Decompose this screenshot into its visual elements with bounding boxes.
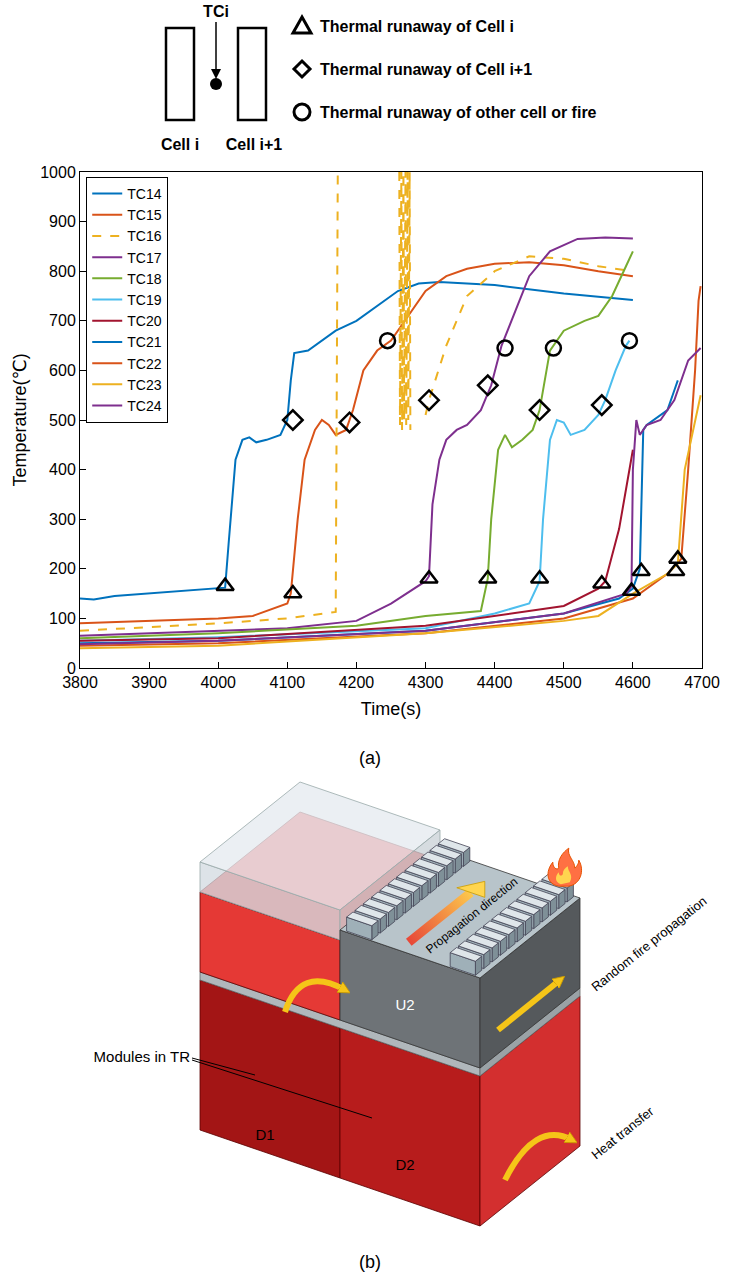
svg-text:0: 0	[67, 660, 76, 677]
svg-text:Cell i: Cell i	[161, 136, 199, 153]
svg-text:TC21: TC21	[127, 334, 161, 350]
svg-text:Thermal runaway of other cell: Thermal runaway of other cell or fire	[320, 104, 597, 121]
svg-text:U2: U2	[395, 996, 414, 1013]
svg-text:400: 400	[49, 461, 76, 478]
svg-text:300: 300	[49, 511, 76, 528]
svg-text:1000: 1000	[40, 164, 76, 181]
svg-text:TC23: TC23	[127, 377, 161, 393]
svg-text:Propagation direction: Propagation direction	[423, 875, 520, 957]
svg-text:200: 200	[49, 560, 76, 577]
svg-text:800: 800	[49, 263, 76, 280]
svg-text:TC20: TC20	[127, 313, 161, 329]
svg-text:TC24: TC24	[127, 398, 161, 414]
svg-text:TCi: TCi	[203, 3, 229, 20]
svg-text:TC17: TC17	[127, 250, 161, 266]
svg-text:Thermal runaway of Cell i: Thermal runaway of Cell i	[320, 18, 514, 35]
svg-text:4200: 4200	[339, 674, 375, 691]
svg-text:3900: 3900	[131, 674, 167, 691]
html-text:(a): (a)	[359, 748, 381, 768]
html-text:(b): (b)	[359, 1252, 381, 1272]
svg-text:4400: 4400	[477, 674, 513, 691]
svg-text:D1: D1	[255, 1126, 274, 1143]
svg-text:Thermal runaway of Cell i+1: Thermal runaway of Cell i+1	[320, 61, 532, 78]
svg-text:TC18: TC18	[127, 271, 161, 287]
svg-text:Random fire propagation: Random fire propagation	[589, 893, 710, 994]
svg-text:3800: 3800	[62, 674, 98, 691]
svg-text:Cell i+1: Cell i+1	[226, 136, 283, 153]
svg-text:4500: 4500	[546, 674, 582, 691]
svg-text:600: 600	[49, 362, 76, 379]
svg-text:D2: D2	[395, 1156, 414, 1173]
svg-text:500: 500	[49, 412, 76, 429]
svg-text:TC16: TC16	[127, 228, 161, 244]
svg-text:Time(s): Time(s)	[361, 699, 421, 719]
svg-text:TC15: TC15	[127, 207, 161, 223]
svg-text:TC22: TC22	[127, 356, 161, 372]
svg-text:TC14: TC14	[127, 186, 161, 202]
svg-text:700: 700	[49, 312, 76, 329]
svg-text:TC19: TC19	[127, 292, 161, 308]
svg-text:4000: 4000	[200, 674, 236, 691]
svg-text:Heat transfer: Heat transfer	[589, 1103, 658, 1162]
svg-text:4700: 4700	[684, 674, 720, 691]
svg-text:4600: 4600	[615, 674, 651, 691]
svg-text:4300: 4300	[408, 674, 444, 691]
svg-text:Temperature(℃): Temperature(℃)	[10, 353, 30, 486]
svg-text:100: 100	[49, 610, 76, 627]
svg-text:4100: 4100	[270, 674, 306, 691]
svg-text:900: 900	[49, 213, 76, 230]
svg-text:Modules in TR: Modules in TR	[94, 1048, 191, 1065]
